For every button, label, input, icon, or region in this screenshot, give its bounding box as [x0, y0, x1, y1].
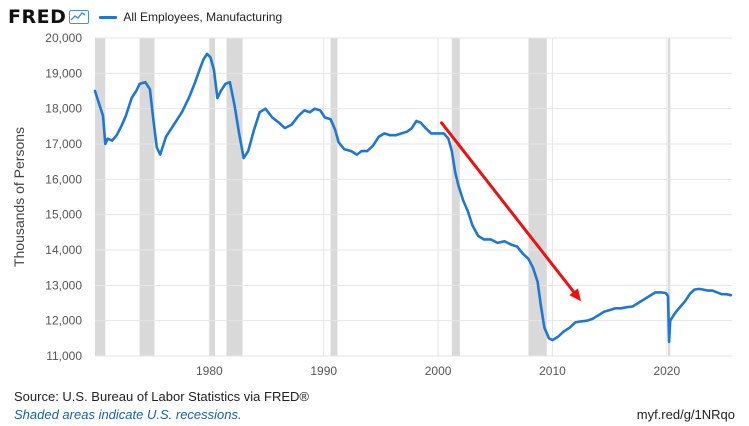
- recession-bands: [95, 38, 671, 356]
- short-url-link[interactable]: myf.red/g/1NRqo: [636, 407, 735, 422]
- y-tick-label: 14,000: [45, 243, 82, 257]
- legend-swatch: [99, 15, 118, 19]
- x-tick-label: 2010: [539, 364, 566, 378]
- y-tick-label: 19,000: [45, 66, 82, 80]
- x-tick-label: 2000: [425, 364, 452, 378]
- y-tick-label: 17,000: [45, 137, 82, 151]
- recession-band-6: [451, 38, 460, 356]
- recession-band-8: [667, 38, 671, 356]
- gridlines: [95, 37, 732, 357]
- recession-note: Shaded areas indicate U.S. recessions.: [14, 407, 242, 422]
- line-chart-icon: [69, 10, 90, 24]
- y-tick-label: 20,000: [45, 31, 82, 45]
- recession-band-4: [226, 38, 243, 356]
- recession-band-3: [209, 38, 216, 356]
- recession-band-2: [139, 38, 155, 356]
- x-tick-label: 2020: [653, 364, 680, 378]
- y-tick-label: 18,000: [45, 102, 82, 116]
- y-axis-title: Thousands of Persons: [11, 127, 27, 267]
- source-note: Source: U.S. Bureau of Labor Statistics …: [14, 389, 309, 404]
- recession-band-1: [95, 38, 106, 356]
- plot-area: [95, 38, 732, 356]
- x-tick-label: 1980: [196, 364, 223, 378]
- chart-header: FRED All Employees, Manufacturing: [8, 6, 282, 28]
- recession-band-5: [330, 38, 338, 356]
- y-axis-tick-labels: 11,000 12,000 13,000 14,000 15,000 16,000 17,0…: [45, 31, 82, 363]
- legend-series-label: All Employees, Manufacturing: [123, 10, 283, 24]
- x-axis-tick-labels: 1980 1990 2000 2010 2020: [196, 364, 680, 378]
- fred-logo[interactable]: FRED: [8, 6, 67, 28]
- arrow-head: [569, 288, 582, 302]
- y-tick-label: 16,000: [45, 172, 82, 186]
- arrow-shaft: [440, 121, 576, 294]
- recession-band-7: [528, 38, 547, 356]
- y-tick-label: 15,000: [45, 208, 82, 222]
- series-line-manufacturing-employees: [93, 52, 733, 344]
- y-tick-label: 12,000: [45, 314, 82, 328]
- y-tick-label: 11,000: [46, 349, 82, 363]
- y-tick-label: 13,000: [45, 278, 82, 292]
- annotations: [440, 121, 582, 302]
- x-tick-label: 1990: [310, 364, 337, 378]
